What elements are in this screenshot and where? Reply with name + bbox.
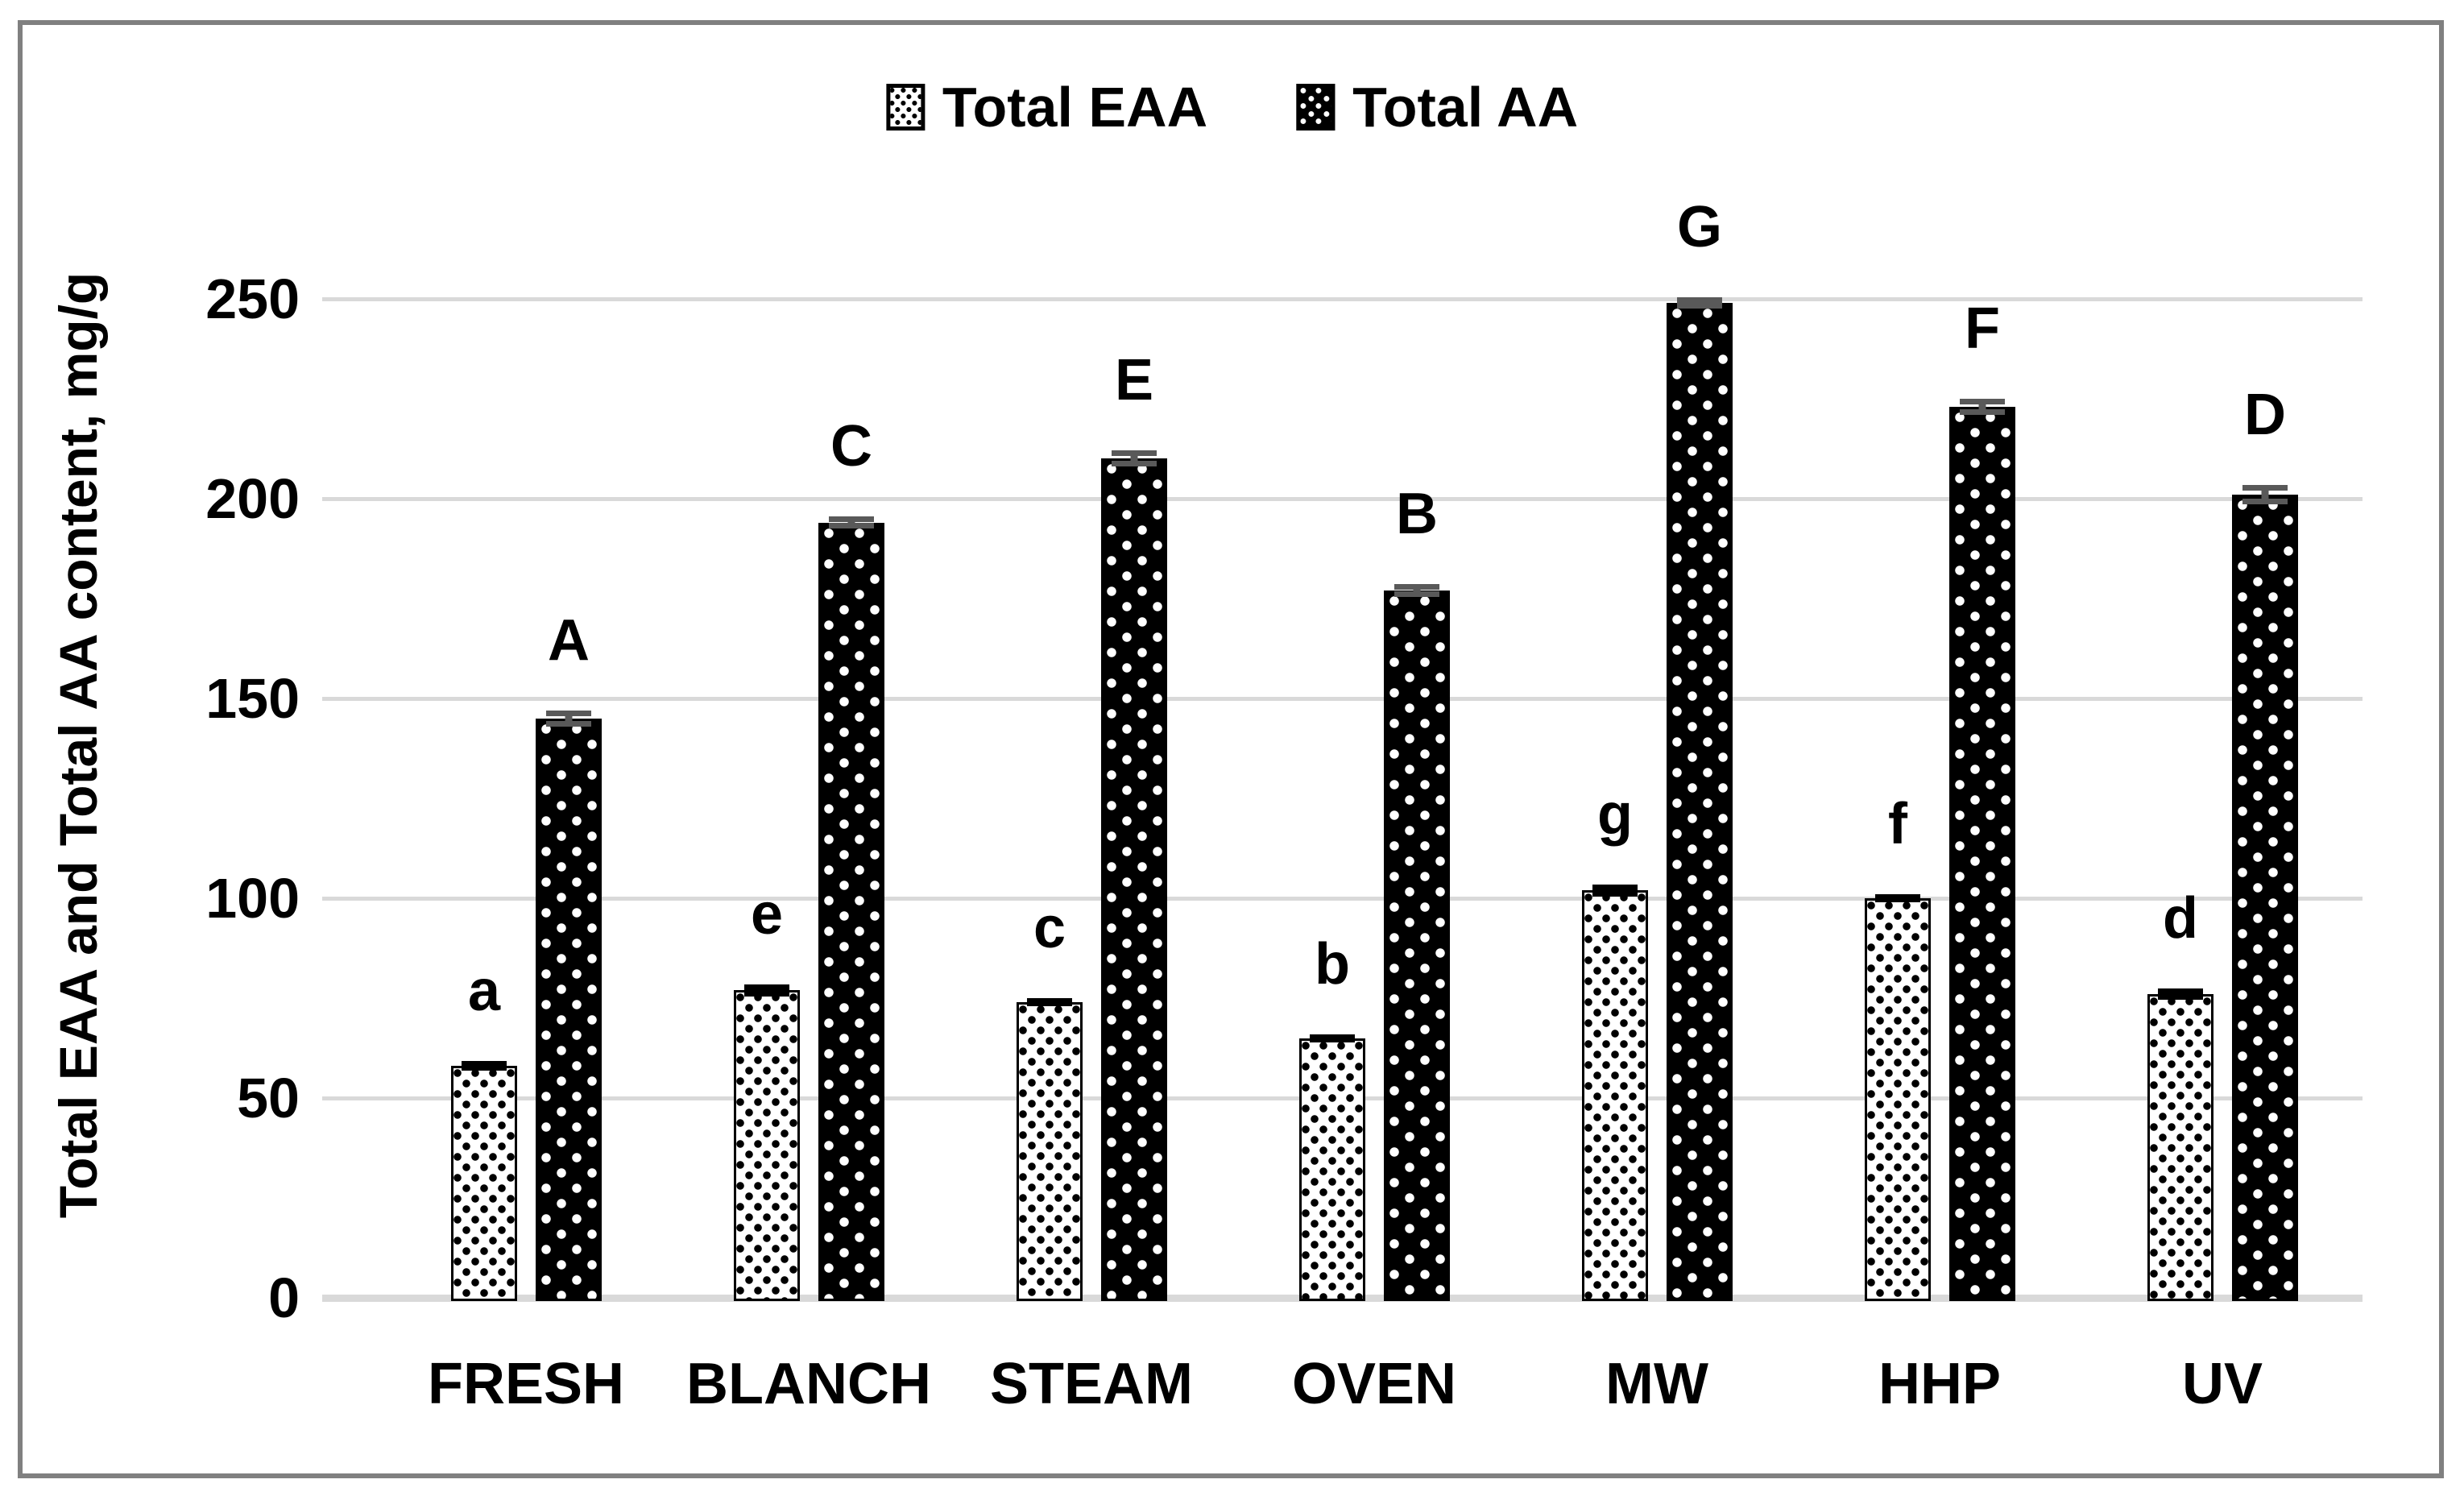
error-bar-eaa-blanch: [744, 984, 789, 997]
error-bar-aa-oven: [1394, 584, 1439, 597]
y-tick-label-200: 200: [205, 467, 300, 530]
error-stem: [2176, 988, 2184, 1001]
error-cap-bottom: [1394, 591, 1439, 597]
error-bar-aa-fresh: [546, 710, 591, 727]
gridline-150: [322, 697, 2363, 701]
bar-eaa-uv: [2147, 994, 2213, 1301]
y-tick-label-150: 150: [205, 667, 300, 730]
error-bar-eaa-fresh: [462, 1061, 507, 1071]
legend-swatch-total-aa-icon: [1296, 84, 1336, 131]
error-stem: [1696, 296, 1704, 309]
bar-aa-oven: [1384, 591, 1450, 1301]
error-stem: [763, 984, 771, 997]
gridline-200: [322, 497, 2363, 501]
y-tick-label-50: 50: [237, 1067, 300, 1129]
significance-letter-a: a: [467, 959, 501, 1024]
bar-eaa-steam: [1017, 1001, 1083, 1301]
error-bar-eaa-mw: [1592, 884, 1638, 897]
bar-eaa-mw: [1582, 890, 1648, 1301]
legend-item-total-eaa: Total EAA: [885, 76, 1208, 139]
significance-letter-F: F: [1965, 296, 2000, 361]
bar-aa-hhp: [1949, 406, 2015, 1301]
bar-aa-blanch: [818, 522, 884, 1301]
error-stem: [847, 516, 855, 529]
figure-border: [18, 20, 2444, 1478]
error-bar-aa-uv: [2242, 484, 2288, 505]
error-bar-eaa-uv: [2158, 988, 2203, 1001]
x-axis-label-steam: STEAM: [990, 1352, 1193, 1416]
significance-letter-B: B: [1396, 482, 1438, 547]
error-bar-eaa-steam: [1027, 998, 1072, 1006]
bar-aa-fresh: [536, 718, 602, 1301]
significance-letter-A: A: [548, 607, 590, 673]
error-cap-bottom: [462, 1065, 507, 1071]
significance-letter-f: f: [1888, 792, 1907, 857]
significance-letter-c: c: [1033, 896, 1066, 960]
x-axis-label-mw: MW: [1605, 1352, 1708, 1416]
y-tick-label-100: 100: [205, 867, 300, 930]
bar-aa-mw: [1667, 302, 1733, 1301]
error-stem: [1130, 450, 1138, 467]
error-stem: [565, 710, 573, 727]
error-cap-bottom: [829, 523, 874, 529]
error-bar-aa-blanch: [829, 516, 874, 529]
error-cap-bottom: [2158, 994, 2203, 1001]
error-cap-bottom: [744, 990, 789, 997]
bar-eaa-fresh: [451, 1066, 517, 1301]
significance-letter-C: C: [830, 414, 872, 479]
significance-letter-d: d: [2163, 885, 2198, 951]
legend-label-total-eaa: Total EAA: [942, 76, 1208, 139]
significance-letter-e: e: [750, 881, 784, 947]
bar-aa-uv: [2232, 495, 2298, 1301]
significance-letter-D: D: [2244, 382, 2286, 447]
bar-eaa-oven: [1299, 1038, 1365, 1301]
error-bar-eaa-oven: [1310, 1034, 1355, 1042]
bar-eaa-hhp: [1865, 898, 1931, 1301]
error-bar-eaa-hhp: [1875, 894, 1920, 902]
y-tick-label-0: 0: [268, 1266, 300, 1329]
error-cap-bottom: [1592, 890, 1638, 897]
bar-aa-steam: [1101, 458, 1167, 1301]
x-axis-label-uv: UV: [2181, 1352, 2263, 1416]
error-cap-bottom: [1677, 303, 1722, 309]
error-cap-bottom: [1112, 461, 1157, 467]
error-cap-bottom: [1960, 408, 2005, 415]
x-axis-label-oven: OVEN: [1291, 1352, 1457, 1416]
gridline-100: [322, 897, 2363, 901]
legend-item-total-aa: Total AA: [1296, 79, 1578, 135]
significance-letter-b: b: [1315, 931, 1350, 997]
error-cap-bottom: [1027, 1000, 1072, 1006]
x-axis-label-blanch: BLANCH: [686, 1352, 931, 1416]
error-cap-bottom: [1875, 896, 1920, 902]
error-cap-bottom: [2242, 499, 2288, 505]
significance-letter-G: G: [1676, 194, 1722, 259]
gridline-250: [322, 297, 2363, 301]
significance-letter-g: g: [1597, 781, 1633, 847]
x-axis-label-fresh: FRESH: [427, 1352, 625, 1416]
error-cap-bottom: [1310, 1036, 1355, 1042]
x-axis-label-hhp: HHP: [1878, 1352, 2001, 1416]
error-stem: [1978, 399, 1986, 415]
error-cap-bottom: [546, 720, 591, 727]
error-stem: [1413, 584, 1421, 597]
bar-eaa-blanch: [734, 990, 800, 1301]
legend: Total EAA Total AA: [885, 76, 1578, 139]
legend-swatch-total-eaa-icon: [885, 84, 925, 131]
error-stem: [2261, 484, 2269, 505]
y-axis-title: Total EAA and Total AA content, mg/g: [48, 271, 108, 1219]
error-bar-aa-mw: [1677, 296, 1722, 309]
error-stem: [1611, 884, 1619, 897]
y-tick-label-250: 250: [205, 267, 300, 330]
error-bar-aa-steam: [1112, 450, 1157, 467]
legend-label-total-aa: Total AA: [1352, 76, 1579, 139]
error-bar-aa-hhp: [1960, 399, 2005, 415]
significance-letter-E: E: [1114, 348, 1154, 413]
